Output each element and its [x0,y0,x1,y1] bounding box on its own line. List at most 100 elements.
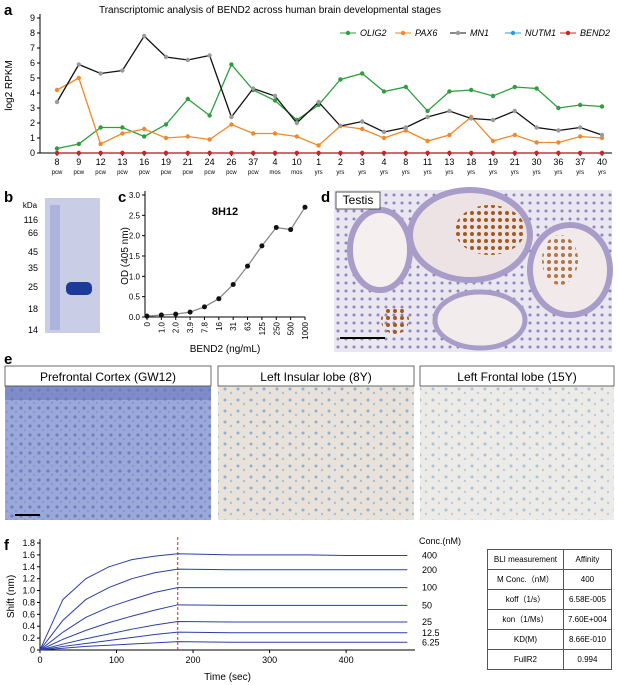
x-tick-unit: yrs [315,170,323,176]
protein-band [66,282,92,295]
x-tick-unit: yrs [467,170,475,176]
x-tick-label: 19 [161,157,171,167]
table-header: BLI measurement [487,549,564,570]
series-label: 100 [422,583,437,593]
point [512,84,517,90]
point [185,134,190,139]
x-tick-label: 24 [205,157,215,167]
y-tick-label: 0 [30,148,35,158]
y-tick-label: 3 [30,103,35,113]
point [599,132,605,138]
table-header: Affinity [562,549,613,570]
ladder-lane [50,205,60,330]
point [447,132,452,138]
point [425,138,430,144]
y-tick-label: 1 [30,133,35,143]
panel-label: e [4,351,12,368]
series-label: 25 [422,617,432,627]
y-tick-label: 0.0 [129,313,141,322]
point [54,150,60,156]
y-tick-label: 2.5 [129,211,141,220]
point [338,77,343,82]
point [556,140,561,145]
y-tick-label: 1.0 [129,272,141,281]
x-tick-unit: yrs [336,170,344,176]
point [251,150,256,156]
point [229,62,234,67]
point [207,113,212,118]
point [425,108,430,114]
x-tick-label: 10 [292,157,302,167]
label-box [217,365,415,387]
y-tick-label: 8 [30,28,35,38]
table-cell: kon（1/Ms） [487,609,564,630]
x-tick-unit: yrs [598,170,606,176]
x-tick-label: 40 [597,157,607,167]
x-tick-label: 31 [229,321,238,330]
gel-unit: kDa [23,201,38,210]
point [556,150,561,156]
point [490,117,496,123]
point [273,225,279,231]
point [142,33,147,39]
y-axis-label: Shift (nm) [6,575,17,618]
point [120,150,125,156]
point [294,134,299,139]
stained-cells [542,235,578,285]
section-title: Prefrontal Cortex (GW12) [40,370,176,384]
point [230,281,236,287]
table-cell: KD(M) [487,629,564,650]
point [76,150,82,156]
point [294,120,299,126]
series-line [56,77,603,147]
legend-marker [345,30,351,36]
panel-label: f [4,537,10,554]
x-tick-label: 63 [244,321,253,330]
point [490,93,496,99]
stained-cells [455,205,525,255]
x-tick-unit: pcw [248,170,259,176]
series-line [39,568,408,651]
x-tick-label: 8 [54,157,59,167]
x-tick-label: 0 [143,321,152,326]
tissue-label: Testis [343,193,374,207]
legend-label: OLIG2 [360,28,387,38]
legend-marker [400,30,406,36]
point [469,150,474,156]
x-tick-label: 2.0 [172,321,181,333]
tubule [347,207,413,293]
point [403,150,408,156]
panel-label: c [118,189,126,206]
label-box [335,191,381,210]
point [316,99,321,105]
x-tick-unit: mos [291,170,302,176]
x-tick-unit: yrs [445,170,453,176]
x-tick-unit: yrs [489,170,497,176]
point [173,311,179,317]
stained-cells [381,306,409,334]
x-tick-label: 2 [338,157,343,167]
chart-title: Transcriptomic analysis of BEND2 across … [99,5,441,16]
point [534,86,539,91]
point [578,150,583,156]
x-tick-label: 13 [444,157,454,167]
point [316,143,321,148]
x-tick-label: 18 [466,157,476,167]
point [207,150,212,156]
x-tick-unit: yrs [576,170,584,176]
point [272,131,278,136]
x-tick-unit: yrs [511,170,519,176]
y-tick-label: 4 [30,88,35,98]
point [120,68,125,73]
point [98,150,103,156]
point [360,126,365,132]
point [272,98,278,103]
series-label: 6.25 [422,637,440,647]
y-tick-label: 0.6 [22,609,35,619]
x-tick-unit: pcw [117,170,128,176]
y-tick-label: 1.0 [22,586,35,596]
x-tick-label: 37 [248,157,258,167]
series-line [39,631,408,651]
x-tick-unit: yrs [554,170,562,176]
y-tick-label: 1.2 [22,574,35,584]
